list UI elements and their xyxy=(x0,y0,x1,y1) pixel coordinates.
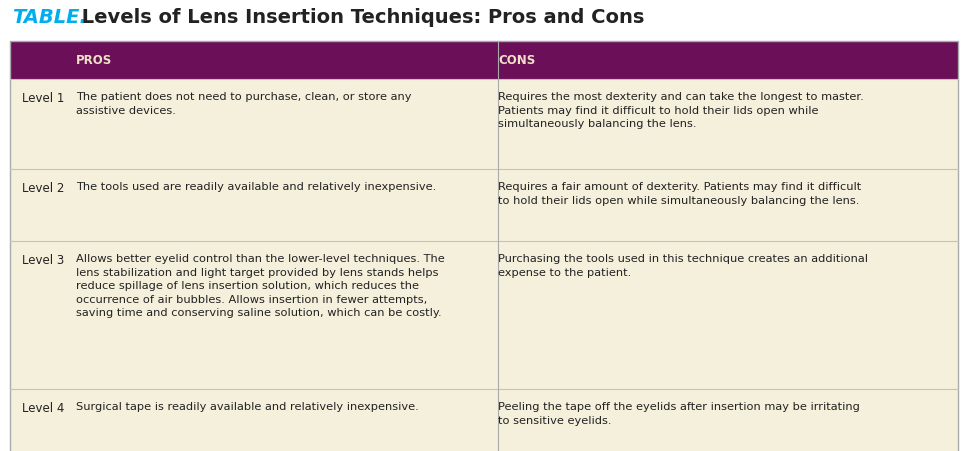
Bar xyxy=(10,241,958,389)
Text: Purchasing the tools used in this technique creates an additional
expense to the: Purchasing the tools used in this techni… xyxy=(498,253,868,277)
Text: Allows better eyelid control than the lower-level techniques. The
lens stabiliza: Allows better eyelid control than the lo… xyxy=(76,253,444,318)
Bar xyxy=(10,80,958,170)
Text: Level 3: Level 3 xyxy=(21,253,64,267)
Text: Level 2: Level 2 xyxy=(21,182,64,194)
Text: TABLE.: TABLE. xyxy=(12,8,87,27)
Text: Requires the most dexterity and can take the longest to master.
Patients may fin: Requires the most dexterity and can take… xyxy=(498,92,863,129)
Text: PROS: PROS xyxy=(76,55,112,67)
Text: Level 1: Level 1 xyxy=(21,92,64,105)
Text: Requires a fair amount of dexterity. Patients may find it difficult
to hold thei: Requires a fair amount of dexterity. Pat… xyxy=(498,182,862,205)
Bar xyxy=(10,170,958,241)
Text: Levels of Lens Insertion Techniques: Pros and Cons: Levels of Lens Insertion Techniques: Pro… xyxy=(75,8,645,27)
Text: The tools used are readily available and relatively inexpensive.: The tools used are readily available and… xyxy=(76,182,437,192)
Text: CONS: CONS xyxy=(498,55,535,67)
Text: Surgical tape is readily available and relatively inexpensive.: Surgical tape is readily available and r… xyxy=(76,401,419,411)
Text: The patient does not need to purchase, clean, or store any
assistive devices.: The patient does not need to purchase, c… xyxy=(76,92,411,115)
Bar xyxy=(10,389,958,451)
Bar xyxy=(10,42,958,80)
Text: Level 4: Level 4 xyxy=(21,401,64,414)
Text: Peeling the tape off the eyelids after insertion may be irritating
to sensitive : Peeling the tape off the eyelids after i… xyxy=(498,401,860,425)
